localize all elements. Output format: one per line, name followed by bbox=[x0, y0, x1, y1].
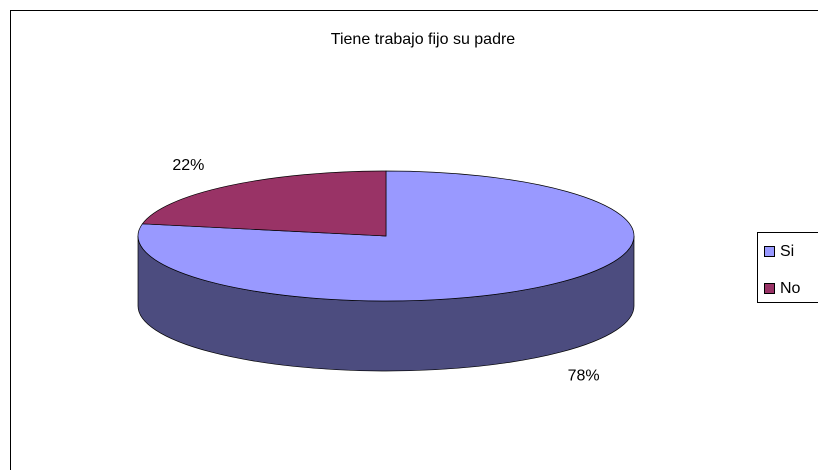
data-label: 78% bbox=[568, 367, 600, 384]
legend-swatch bbox=[764, 283, 775, 294]
chart-title: Tiene trabajo fijo su padre bbox=[331, 31, 516, 48]
legend-swatch bbox=[764, 246, 775, 257]
slice bbox=[141, 170, 387, 237]
chart-border bbox=[10, 10, 818, 470]
data-label: 22% bbox=[172, 157, 204, 174]
legend-label: No bbox=[780, 280, 801, 297]
legend-label: Si bbox=[780, 243, 794, 260]
